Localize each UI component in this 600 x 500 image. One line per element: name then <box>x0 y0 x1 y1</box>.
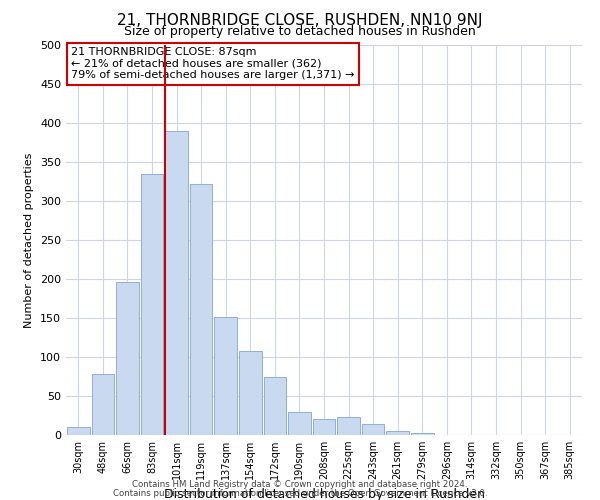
Text: 21 THORNBRIDGE CLOSE: 87sqm
← 21% of detached houses are smaller (362)
79% of se: 21 THORNBRIDGE CLOSE: 87sqm ← 21% of det… <box>71 47 355 80</box>
Bar <box>362 424 385 435</box>
Text: Size of property relative to detached houses in Rushden: Size of property relative to detached ho… <box>124 25 476 38</box>
Text: 21, THORNBRIDGE CLOSE, RUSHDEN, NN10 9NJ: 21, THORNBRIDGE CLOSE, RUSHDEN, NN10 9NJ <box>117 12 483 28</box>
Bar <box>386 431 409 435</box>
Bar <box>214 317 237 435</box>
Y-axis label: Number of detached properties: Number of detached properties <box>25 152 34 328</box>
X-axis label: Distribution of detached houses by size in Rushden: Distribution of detached houses by size … <box>163 488 485 500</box>
Bar <box>67 427 89 435</box>
Text: Contains public sector information licensed under the Open Government Licence v3: Contains public sector information licen… <box>113 488 487 498</box>
Bar <box>190 184 212 435</box>
Bar <box>239 351 262 435</box>
Text: Contains HM Land Registry data © Crown copyright and database right 2024.: Contains HM Land Registry data © Crown c… <box>132 480 468 489</box>
Bar <box>165 131 188 435</box>
Bar <box>116 282 139 435</box>
Bar <box>337 417 360 435</box>
Bar <box>140 174 163 435</box>
Bar <box>288 412 311 435</box>
Bar <box>263 378 286 435</box>
Bar <box>411 434 434 435</box>
Bar <box>92 374 114 435</box>
Bar <box>313 420 335 435</box>
